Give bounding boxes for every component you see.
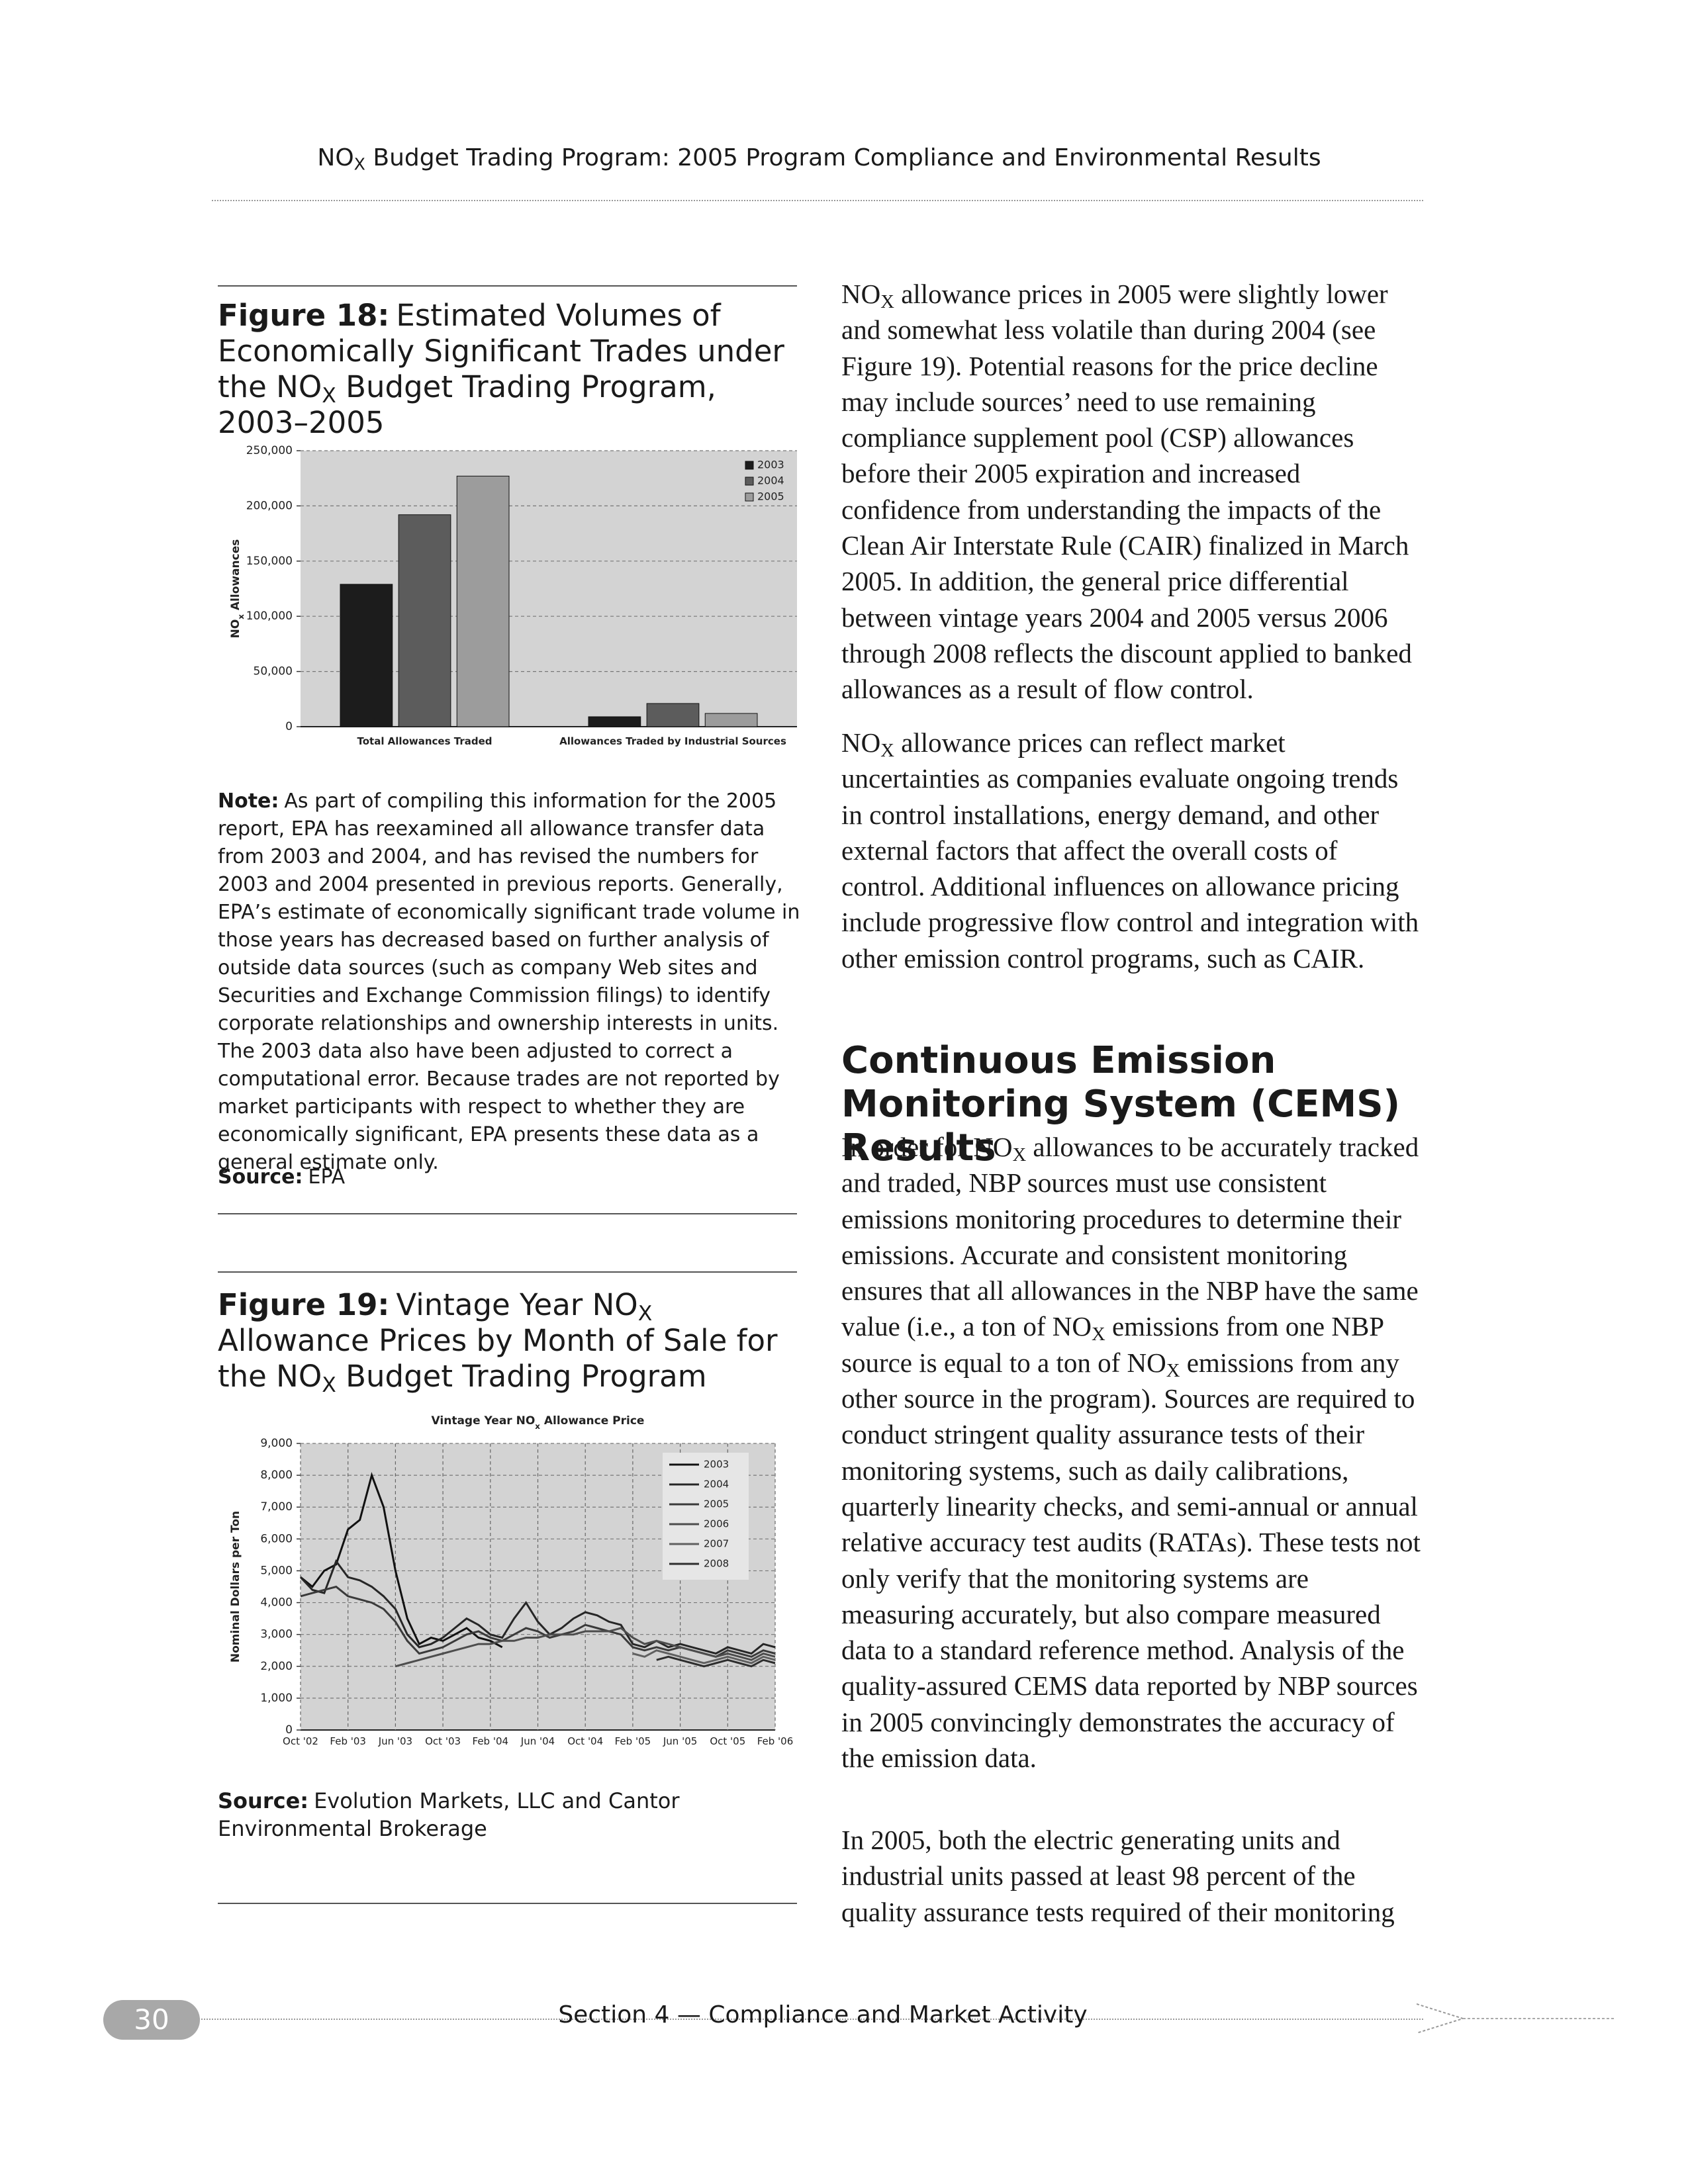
- figure-rule: [218, 285, 797, 287]
- figure-label: Figure 19:: [218, 1287, 390, 1322]
- y-tick-label: 250,000: [246, 444, 293, 457]
- running-header: NOX Budget Trading Program: 2005 Program…: [317, 144, 1321, 174]
- y-tick-label: 3,000: [260, 1628, 293, 1641]
- figure-rule: [218, 1903, 797, 1904]
- x-tick-label: Oct '05: [710, 1735, 745, 1747]
- figure-rule: [218, 1271, 797, 1273]
- bar: [456, 475, 510, 727]
- source-label: Source:: [218, 1165, 303, 1189]
- x-tick-label: Jun '04: [520, 1735, 555, 1747]
- paragraph: In order for NOX allowances to be accura…: [841, 1132, 1421, 1774]
- figure-rule: [218, 1213, 797, 1214]
- legend-swatch: [745, 492, 754, 502]
- legend-label: 2007: [704, 1538, 729, 1550]
- source-text: EPA: [308, 1165, 346, 1189]
- x-tick-label: Oct '02: [283, 1735, 318, 1747]
- page-number: 30: [103, 2000, 200, 2040]
- y-tick-label: 7,000: [260, 1500, 293, 1514]
- chart-title: Vintage Year NOx Allowance Price: [432, 1414, 645, 1431]
- footer-section: Section 4 — Compliance and Market Activi…: [558, 2001, 1088, 2028]
- y-axis-label: NOx Allowances: [229, 539, 246, 639]
- x-tick-label: Jun '05: [663, 1735, 697, 1747]
- x-tick-label: Feb '06: [757, 1735, 794, 1747]
- legend-label: 2003: [704, 1459, 729, 1471]
- caption-text: Estimated Volumes of Economically Signif…: [218, 298, 784, 440]
- line-chart: 0 1,000 2,000 3,000 4,000 5,000 6,000 7,000 8,00…: [229, 1414, 794, 1747]
- source-text: Evolution Markets, LLC and Cantor Enviro…: [218, 1788, 680, 1841]
- figure-caption: Figure 19: Vintage Year NOX Allowance Pri…: [218, 1287, 800, 1397]
- legend-label: 2005: [704, 1498, 729, 1510]
- y-tick-label: 4,000: [260, 1596, 293, 1610]
- y-tick-label: 200,000: [246, 499, 293, 512]
- figure-source: Source: Evolution Markets, LLC and Cantor…: [218, 1787, 800, 1843]
- source-label: Source:: [218, 1788, 309, 1813]
- y-tick-label: 1,000: [260, 1692, 293, 1705]
- bar: [340, 584, 393, 727]
- y-tick-label: 5,000: [260, 1564, 293, 1577]
- caption-text: Vintage Year NOX Allowance Prices by Mon…: [218, 1287, 778, 1397]
- bar-chart: 0 50,000 100,000 150,000 200,000 250,000 Total…: [229, 444, 797, 747]
- y-tick-label: 100,000: [246, 610, 293, 623]
- x-tick-label: Feb '05: [615, 1735, 651, 1747]
- y-tick-label: 50,000: [254, 665, 293, 678]
- y-tick-label: 0: [285, 1723, 293, 1737]
- paragraph: NOX allowance prices in 2005 were slight…: [841, 279, 1412, 705]
- legend-swatch: [745, 461, 754, 470]
- paragraph: NOX allowance prices can reflect market …: [841, 727, 1419, 974]
- legend-swatch: [745, 477, 754, 486]
- section-heading: Continuous Emission Monitoring System (C…: [841, 1039, 1401, 1169]
- header-rule: [212, 200, 1423, 201]
- y-tick-label: 6,000: [260, 1532, 293, 1545]
- legend-label: 2005: [757, 490, 784, 503]
- bar: [398, 514, 451, 727]
- legend-box: [663, 1453, 749, 1580]
- x-tick-label: Feb '03: [330, 1735, 366, 1747]
- x-tick-label: Jun '03: [378, 1735, 412, 1747]
- x-tick-label: Oct '04: [567, 1735, 603, 1747]
- y-tick-label: 2,000: [260, 1660, 293, 1673]
- paragraph: In 2005, both the electric generating un…: [841, 1825, 1395, 1927]
- bar: [646, 703, 700, 727]
- bar: [704, 713, 758, 727]
- line-series: [632, 1649, 776, 1664]
- footer-arrow: [1417, 2003, 1615, 2034]
- bar: [588, 716, 641, 727]
- figure-note: Note: As part of compiling this informati…: [218, 788, 800, 1177]
- x-tick-label: Total Allowances Traded: [357, 735, 492, 747]
- y-tick-label: 8,000: [260, 1469, 293, 1482]
- legend-label: 2004: [757, 475, 784, 487]
- line-series: [299, 1559, 776, 1655]
- figure-caption: Figure 18: Estimated Volumes of Economica…: [218, 298, 800, 441]
- figure-label: Figure 18:: [218, 298, 390, 333]
- line-series: [656, 1655, 776, 1668]
- line-series: [395, 1627, 776, 1668]
- y-tick-label: 150,000: [246, 555, 293, 568]
- figure-source: Source: EPA: [218, 1163, 800, 1191]
- legend-label: 2003: [757, 459, 784, 471]
- footer-rule: [199, 2019, 1423, 2020]
- y-tick-label: 0: [285, 720, 293, 733]
- x-tick-label: Allowances Traded by Industrial Sources: [559, 735, 786, 747]
- note-label: Note:: [218, 790, 279, 813]
- legend-label: 2004: [704, 1479, 729, 1490]
- x-tick-label: Feb '04: [473, 1735, 509, 1747]
- y-axis-label: Nominal Dollars per Ton: [229, 1511, 242, 1662]
- legend-label: 2008: [704, 1558, 729, 1570]
- legend-label: 2006: [704, 1518, 729, 1530]
- note-text: As part of compiling this information fo…: [218, 790, 800, 1174]
- x-tick-label: Oct '03: [425, 1735, 461, 1747]
- y-tick-label: 9,000: [260, 1437, 293, 1450]
